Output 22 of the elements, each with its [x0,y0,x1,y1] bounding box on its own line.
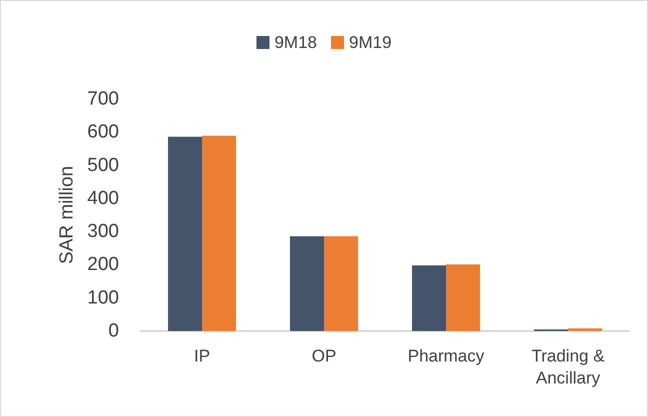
bar [412,265,446,331]
y-tick-label: 300 [87,221,119,242]
legend-label: 9M19 [349,33,392,52]
bar [446,264,480,331]
x-tick-label: Pharmacy [408,346,485,366]
y-tick-label: 700 [87,88,119,110]
y-tick-label: 600 [87,122,119,143]
x-tick-label: IP [194,346,210,366]
bar [290,236,324,331]
y-tick-label: 400 [87,188,119,209]
y-axis-title: SAR million [56,166,78,264]
bar [568,328,602,331]
bar [202,136,236,331]
legend-label: 9M18 [274,33,318,52]
x-tick-label: OP [312,346,336,366]
bar [324,236,358,331]
y-tick-label: 100 [87,287,119,308]
bar [168,136,202,331]
y-tick-label: 200 [87,254,119,276]
x-tick-label: Trading & Ancillary [531,346,606,388]
y-tick-label: 500 [87,154,119,176]
y-tick-label: 0 [108,320,119,342]
